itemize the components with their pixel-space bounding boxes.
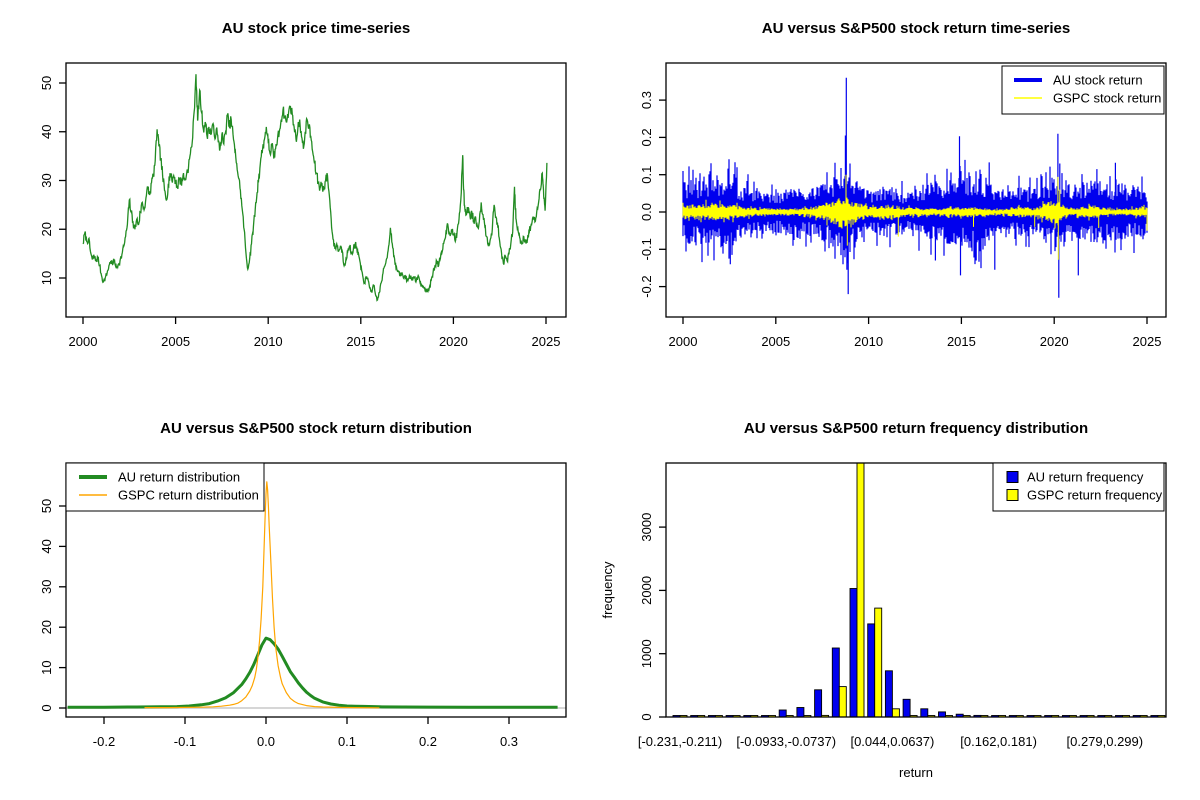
price-chart-title: AU stock price time-series xyxy=(222,20,410,37)
y-tick-label: 10 xyxy=(39,660,54,674)
legend-box xyxy=(65,462,265,512)
legend-label-gspc-frequency: GSPC return frequency xyxy=(1027,488,1163,503)
legend-label-gspc-return: GSPC stock return xyxy=(1053,91,1161,106)
x-tick-label: 0.1 xyxy=(338,734,356,749)
density-axes-layer: -0.2 -0.1 0.0 0.1 0.2 0.3 0 10 20 30 40 50 xyxy=(39,462,567,749)
x-tick-label: -0.2 xyxy=(93,734,115,749)
y-tick-label: 50 xyxy=(39,76,54,90)
frequency-legend: AU return frequency GSPC return frequenc… xyxy=(992,462,1165,512)
x-tick-label: 2005 xyxy=(161,334,190,349)
x-tick-label: 2020 xyxy=(1040,334,1069,349)
au-density-curve xyxy=(67,636,558,709)
price-series-layer xyxy=(82,74,548,302)
plot-border xyxy=(65,462,567,718)
x-tick-label: 2015 xyxy=(947,334,976,349)
au-frequency-bar xyxy=(938,711,946,718)
x-tick-label: -0.1 xyxy=(174,734,196,749)
gspc-frequency-bar xyxy=(856,462,865,718)
panel-return-frequency: AU versus S&P500 return frequency distri… xyxy=(600,420,1167,780)
bin-label: [0.162,0.181) xyxy=(960,734,1037,749)
y-tick-label: 3000 xyxy=(639,513,654,542)
legend-label-au-frequency: AU return frequency xyxy=(1027,470,1144,485)
bin-label: [0.279,0.299) xyxy=(1066,734,1143,749)
y-tick-label: 20 xyxy=(39,620,54,634)
y-tick-label: 10 xyxy=(39,271,54,285)
price-axes-layer: 2000 2005 2010 2015 2020 2025 10 20 30 40 50 xyxy=(39,62,567,349)
plot-border xyxy=(665,62,1167,318)
legend-box xyxy=(992,462,1165,512)
density-legend: AU return distribution GSPC return distr… xyxy=(65,462,265,512)
legend-label-gspc-density: GSPC return distribution xyxy=(118,488,259,503)
density-chart-title: AU versus S&P500 stock return distributi… xyxy=(160,420,472,437)
y-tick-label: 1000 xyxy=(639,639,654,668)
x-tick-label: 2025 xyxy=(1133,334,1162,349)
au-frequency-bar xyxy=(778,709,787,718)
x-tick-label: 0.3 xyxy=(500,734,518,749)
y-tick-label: 20 xyxy=(39,222,54,236)
gspc-frequency-bar xyxy=(838,686,847,718)
x-tick-label: 0.0 xyxy=(257,734,275,749)
x-tick-label: 2020 xyxy=(439,334,468,349)
density-series-layer xyxy=(66,481,566,709)
returns-legend: AU stock return GSPC stock return xyxy=(1001,65,1165,115)
x-tick-label: 2005 xyxy=(761,334,790,349)
y-tick-label: -0.1 xyxy=(639,238,654,260)
gspc-density-curve xyxy=(144,481,380,709)
bin-label: [0.044,0.0637) xyxy=(850,734,934,749)
legend-label-au-return: AU stock return xyxy=(1053,73,1143,88)
bin-label: [-0.231,-0.211) xyxy=(638,734,722,749)
au-frequency-bar xyxy=(796,707,805,718)
legend-label-au-density: AU return distribution xyxy=(118,470,240,485)
frequency-xlabel: return xyxy=(899,765,933,780)
returns-axes-layer: 2000 2005 2010 2015 2020 2025 -0.2 -0.1 0.0 0.1 0.… xyxy=(639,62,1167,349)
plot-border xyxy=(65,62,567,318)
returns-series-layer xyxy=(682,77,1148,298)
bin-label: [-0.0933,-0.0737) xyxy=(736,734,836,749)
x-tick-label: 2010 xyxy=(854,334,883,349)
y-tick-label: 0.3 xyxy=(639,91,654,109)
frequency-ylabel: frequency xyxy=(600,561,615,619)
x-tick-label: 2000 xyxy=(669,334,698,349)
gspc-return-noise xyxy=(682,174,1148,260)
frequency-chart-title: AU versus S&P500 return frequency distri… xyxy=(744,420,1088,437)
au-frequency-bar xyxy=(902,698,911,718)
y-tick-label: 50 xyxy=(39,499,54,513)
x-tick-label: 2000 xyxy=(69,334,98,349)
gspc-frequency-bar xyxy=(891,708,900,718)
gspc-frequency-bar xyxy=(874,607,883,718)
legend-swatch-au-frequency xyxy=(1006,471,1019,483)
panel-return-timeseries: AU versus S&P500 stock return time-serie… xyxy=(639,20,1167,349)
y-tick-label: 40 xyxy=(39,539,54,553)
returns-chart-title: AU versus S&P500 stock return time-serie… xyxy=(762,20,1070,37)
price-line xyxy=(82,74,548,302)
au-frequency-bar xyxy=(867,623,876,718)
panel-price-timeseries: AU stock price time-series 2000 2005 2010 2… xyxy=(39,20,567,349)
y-tick-label: -0.2 xyxy=(639,275,654,297)
y-tick-label: 0.2 xyxy=(639,128,654,146)
legend-box xyxy=(1001,65,1165,115)
x-tick-label: 2015 xyxy=(346,334,375,349)
y-tick-label: 30 xyxy=(39,580,54,594)
frequency-axes-layer: 0 1000 2000 3000 [-0.231,-0.211) [-0.0933,-0.… xyxy=(638,462,1167,749)
y-tick-label: 0.1 xyxy=(639,166,654,184)
x-tick-label: 2010 xyxy=(254,334,283,349)
y-tick-label: 2000 xyxy=(639,576,654,605)
y-tick-label: 30 xyxy=(39,173,54,187)
au-frequency-bar xyxy=(831,647,840,718)
au-frequency-bar xyxy=(849,588,858,718)
au-frequency-bar xyxy=(884,670,893,718)
y-tick-label: 0 xyxy=(39,704,54,711)
legend-swatch-gspc-frequency xyxy=(1006,489,1019,501)
au-frequency-bar xyxy=(814,689,823,718)
panel-return-distribution: AU versus S&P500 stock return distributi… xyxy=(39,420,567,749)
x-tick-label: 0.2 xyxy=(419,734,437,749)
y-tick-label: 0.0 xyxy=(639,203,654,221)
au-frequency-bar xyxy=(920,708,929,718)
y-tick-label: 40 xyxy=(39,125,54,139)
y-tick-label: 0 xyxy=(639,713,654,720)
x-tick-label: 2025 xyxy=(532,334,561,349)
